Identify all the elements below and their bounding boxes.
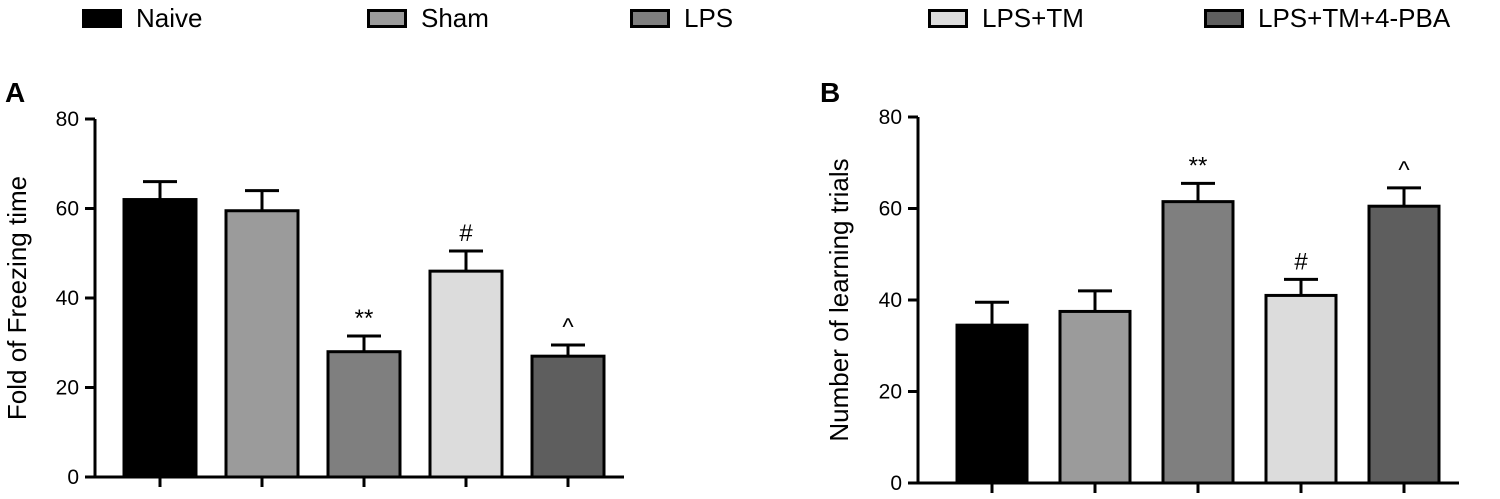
- legend-label-sham: Sham: [421, 2, 489, 33]
- panel-a-y-tick-label: 40: [56, 287, 79, 310]
- panel-a-y-tick-label: 60: [56, 198, 79, 221]
- panel-b-significance-label: ^: [1398, 157, 1410, 184]
- panel-b-y-tick-label: 20: [879, 381, 902, 404]
- panel-a-significance-label: ^: [562, 314, 574, 341]
- panel-b-y-tick-label: 40: [879, 289, 902, 312]
- panel-b-bar: [955, 323, 1029, 485]
- legend-item-sham: Sham: [367, 2, 489, 33]
- panel-a-y-tick-label: 0: [67, 466, 79, 489]
- legend-item-lps-tm-4pba: LPS+TM+4-PBA: [1204, 2, 1451, 33]
- legend-label-lps: LPS: [684, 2, 734, 33]
- panel-a-significance-label: #: [459, 220, 473, 247]
- panel-a-significance-label: **: [355, 305, 374, 332]
- panel-a-bar: [224, 209, 300, 479]
- panel-b-significance-label: **: [1189, 152, 1208, 179]
- legend-item-naive: Naive: [82, 2, 203, 33]
- legend-item-lps-tm: LPS+TM: [928, 2, 1084, 33]
- panel-a-y-axis-title: Fold of Freezing time: [2, 176, 32, 420]
- panel-b-y-axis-title: Number of learning trials: [824, 158, 854, 441]
- panel-a-bar: [428, 269, 504, 479]
- panel-b-bar: [1058, 309, 1132, 485]
- legend-item-lps: LPS: [630, 2, 734, 33]
- panel-b-significance-label: #: [1294, 248, 1308, 275]
- legend-label-lps-tm-4pba: LPS+TM+4-PBA: [1258, 2, 1451, 33]
- legend-label-lps-tm: LPS+TM: [982, 2, 1084, 33]
- panel-b-y-tick-label: 0: [890, 472, 902, 495]
- legend-label-naive: Naive: [136, 2, 203, 33]
- panel-b-y-tick-label: 80: [879, 106, 902, 129]
- panel-a-bar: [122, 198, 198, 479]
- panel-b-bar: [1161, 200, 1235, 485]
- panel-a-y-tick-label: 20: [56, 377, 79, 400]
- panel-a-bar: [530, 354, 606, 479]
- legend: Naive Sham LPS LPS+TM LPS+TM+4-PBA: [0, 0, 1500, 40]
- panel-a-letter: A: [5, 77, 25, 108]
- panel-b-letter: B: [820, 77, 840, 108]
- panel-a-bar: [326, 350, 402, 479]
- legend-swatch-lps-tm-4pba: [1204, 8, 1244, 28]
- panel-b-bar: [1264, 293, 1338, 485]
- legend-swatch-sham: [367, 8, 407, 28]
- legend-swatch-lps: [630, 8, 670, 28]
- legend-swatch-lps-tm: [928, 8, 968, 28]
- panel-b-bar: [1367, 204, 1441, 485]
- legend-swatch-naive: [82, 8, 122, 28]
- panel-a-y-tick-label: 80: [56, 108, 79, 131]
- panel-b-y-tick-label: 60: [879, 198, 902, 221]
